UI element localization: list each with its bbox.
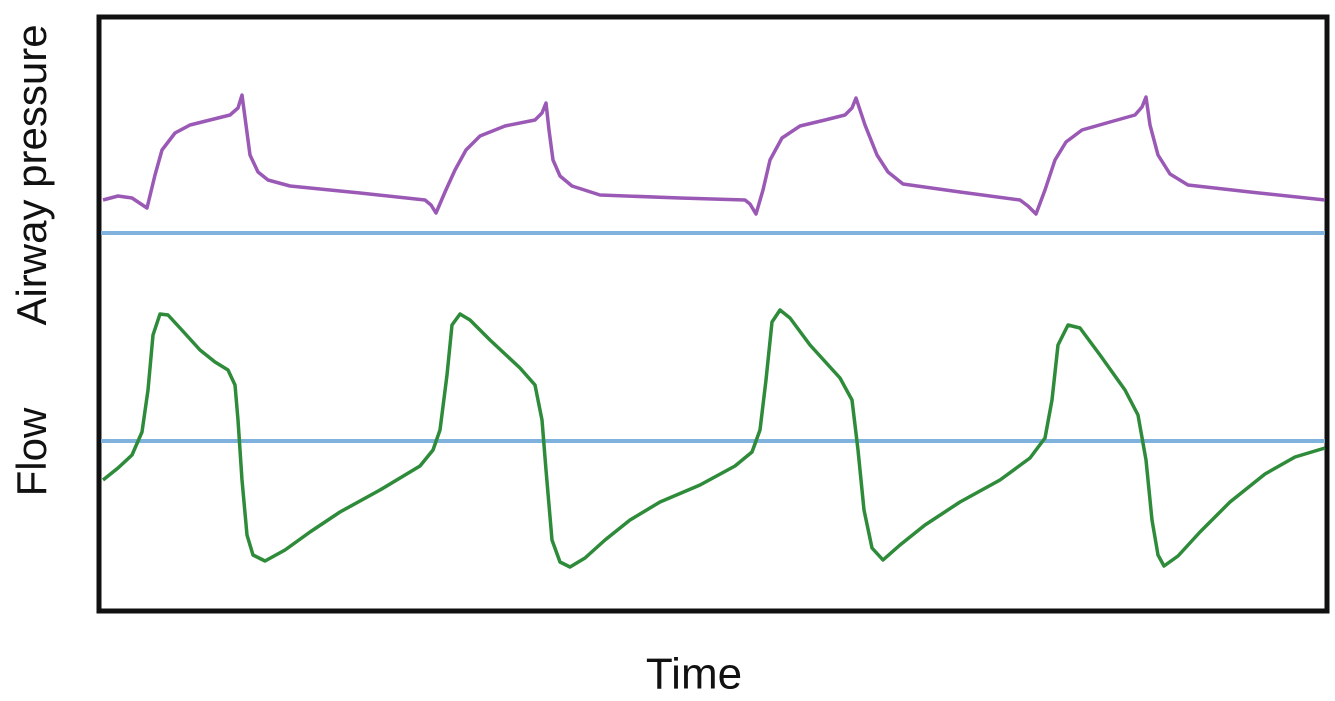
frame: [96, 14, 1330, 614]
flow-label: Flow: [8, 407, 55, 496]
flow-waveform: [101, 308, 1326, 569]
time-label: Time: [646, 650, 742, 699]
pressure-label: Airway pressure: [8, 24, 55, 325]
pressure-waveform: [102, 93, 1326, 216]
